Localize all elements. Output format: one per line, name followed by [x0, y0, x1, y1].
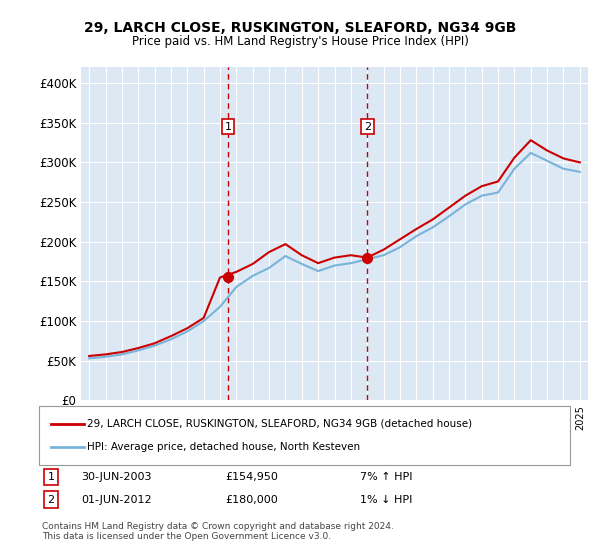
Text: Contains HM Land Registry data © Crown copyright and database right 2024.
This d: Contains HM Land Registry data © Crown c… — [42, 522, 394, 542]
Text: 1: 1 — [47, 472, 55, 482]
Text: 1: 1 — [224, 122, 232, 132]
Text: Price paid vs. HM Land Registry's House Price Index (HPI): Price paid vs. HM Land Registry's House … — [131, 35, 469, 48]
Text: HPI: Average price, detached house, North Kesteven: HPI: Average price, detached house, Nort… — [87, 442, 360, 452]
Text: £180,000: £180,000 — [225, 494, 278, 505]
Text: 29, LARCH CLOSE, RUSKINGTON, SLEAFORD, NG34 9GB: 29, LARCH CLOSE, RUSKINGTON, SLEAFORD, N… — [84, 21, 516, 35]
Text: 2: 2 — [364, 122, 371, 132]
Text: 29, LARCH CLOSE, RUSKINGTON, SLEAFORD, NG34 9GB (detached house): 29, LARCH CLOSE, RUSKINGTON, SLEAFORD, N… — [87, 419, 472, 429]
Text: 2: 2 — [47, 494, 55, 505]
Text: 1% ↓ HPI: 1% ↓ HPI — [360, 494, 412, 505]
Text: 7% ↑ HPI: 7% ↑ HPI — [360, 472, 413, 482]
Text: 01-JUN-2012: 01-JUN-2012 — [81, 494, 152, 505]
Text: £154,950: £154,950 — [225, 472, 278, 482]
Text: 30-JUN-2003: 30-JUN-2003 — [81, 472, 151, 482]
